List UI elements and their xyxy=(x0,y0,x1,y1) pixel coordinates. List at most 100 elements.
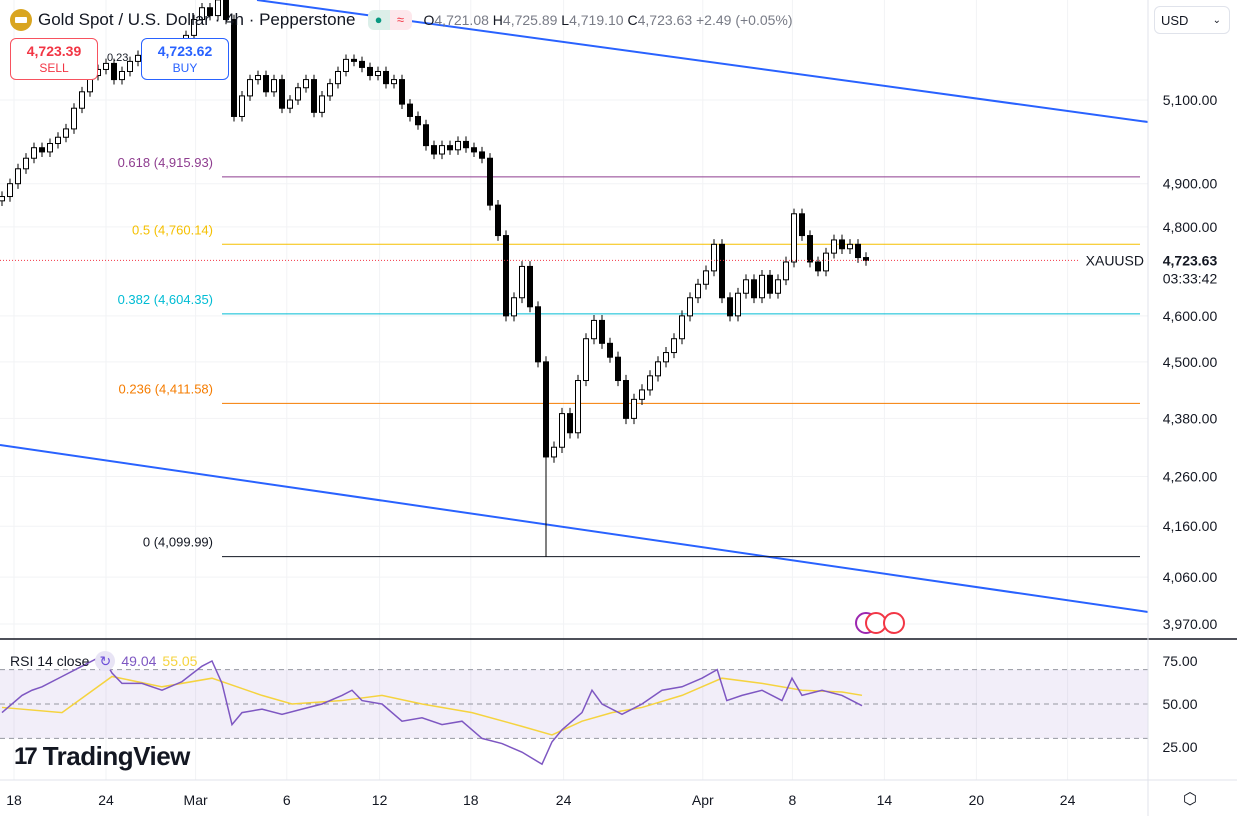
candle-body xyxy=(775,279,781,294)
candle-body xyxy=(295,87,301,101)
price-tick: 4,600.00 xyxy=(1163,308,1218,324)
rsi-tick: 25.00 xyxy=(1162,739,1197,755)
candle-body xyxy=(671,338,677,354)
symbol-title[interactable]: Gold Spot / U.S. Dollar · 4h · Peppersto… xyxy=(38,10,356,29)
candle-body xyxy=(719,243,725,299)
candle-body xyxy=(863,257,869,261)
candle-body xyxy=(207,7,213,17)
candle-body xyxy=(759,274,765,299)
candle-body xyxy=(527,265,533,308)
candle-body xyxy=(687,297,693,317)
candle-body xyxy=(431,145,437,155)
candle-body xyxy=(343,58,349,72)
price-tick: 4,260.00 xyxy=(1163,469,1218,485)
candle-body xyxy=(239,95,245,117)
currency-select[interactable]: USD ⌄ xyxy=(1154,6,1230,34)
fib-label-0.618: 0.618 (4,915.93) xyxy=(118,155,213,170)
refresh-icon[interactable]: ↻ xyxy=(95,651,116,671)
price-tick: 4,160.00 xyxy=(1163,518,1218,534)
price-tick: 4,060.00 xyxy=(1163,569,1218,585)
candle-body xyxy=(823,252,829,272)
candle-body xyxy=(495,204,501,237)
fib-label-0.5: 0.5 (4,760.14) xyxy=(132,222,213,237)
candle-body xyxy=(487,157,493,206)
candle-body xyxy=(407,103,413,117)
candle-body xyxy=(111,62,117,81)
candle-body xyxy=(319,95,325,113)
candle-body xyxy=(743,279,749,294)
settings-icon[interactable]: ⬡ xyxy=(1183,791,1197,808)
candle-body xyxy=(103,62,109,70)
candle-body xyxy=(599,319,605,344)
time-tick: 6 xyxy=(283,792,291,808)
tradingview-logo[interactable]: 17 TradingView xyxy=(14,741,190,771)
fib-label-0: 0 (4,099.99) xyxy=(143,535,213,550)
candle-body xyxy=(535,306,541,363)
buy-button[interactable]: 4,723.62 BUY xyxy=(141,38,229,80)
candle-body xyxy=(551,446,557,458)
time-tick: 18 xyxy=(6,792,22,808)
tradingview-mark-icon: 17 xyxy=(14,742,38,770)
candle-body xyxy=(15,168,21,185)
time-tick: Apr xyxy=(692,792,714,808)
candle-body xyxy=(807,235,813,263)
candle-body xyxy=(463,140,469,149)
candle-body xyxy=(39,147,45,153)
candle-body xyxy=(695,283,701,299)
rsi-ma-line xyxy=(1,675,863,736)
candle-body xyxy=(399,79,405,105)
time-tick: 20 xyxy=(969,792,985,808)
rsi-tick: 50.00 xyxy=(1162,696,1197,712)
rsi-legend: RSI 14 close ↻ 49.04 55.05 xyxy=(10,651,198,671)
candle-body xyxy=(791,213,797,263)
us-flag-event-icon xyxy=(883,612,905,634)
time-tick: 24 xyxy=(98,792,114,808)
candle-body xyxy=(511,297,517,317)
candle-body xyxy=(631,398,637,419)
candle-body xyxy=(127,60,133,72)
candle-body xyxy=(623,380,629,419)
candle-body xyxy=(303,79,309,89)
candle-body xyxy=(679,315,685,340)
candle-body xyxy=(855,243,861,259)
candle-body xyxy=(71,107,77,130)
candle-body xyxy=(191,19,197,36)
change: +2.49 (+0.05%) xyxy=(696,12,793,28)
candle-body xyxy=(471,147,477,153)
time-tick: 14 xyxy=(877,792,893,808)
candle-body xyxy=(727,297,733,317)
wave-icon[interactable]: ≈ xyxy=(389,10,412,30)
candle-body xyxy=(575,380,581,434)
candle-body xyxy=(287,99,293,109)
candle-body xyxy=(47,143,53,153)
candle-body xyxy=(415,115,421,126)
candle-body xyxy=(79,91,85,109)
time-tick: 24 xyxy=(556,792,572,808)
candle-body xyxy=(255,75,261,81)
price-tick: 4,380.00 xyxy=(1163,410,1218,426)
current-price-label: 4,723.63 xyxy=(1163,252,1218,268)
time-tick: 24 xyxy=(1060,792,1076,808)
symbol-header: Gold Spot / U.S. Dollar · 4h · Peppersto… xyxy=(10,9,793,31)
candle-body xyxy=(439,145,445,155)
price-tick: 3,970.00 xyxy=(1163,616,1218,632)
sell-button[interactable]: 4,723.39 SELL xyxy=(10,38,98,80)
ohlc-values: O4,721.08 H4,725.89 L4,719.10 C4,723.63 … xyxy=(423,12,793,28)
candle-body xyxy=(711,243,717,272)
bar-countdown: 03:33:42 xyxy=(1163,270,1218,286)
candle-body xyxy=(367,66,373,77)
candle-body xyxy=(559,413,565,448)
candle-body xyxy=(0,196,5,202)
candle-body xyxy=(383,70,389,85)
candle-body xyxy=(231,19,237,117)
green-dot-icon[interactable]: ● xyxy=(367,10,390,30)
candle-body xyxy=(783,261,789,281)
candle-body xyxy=(735,292,741,317)
price-tick: 4,800.00 xyxy=(1163,219,1218,235)
status-pills: ● ≈ xyxy=(367,10,412,30)
candle-body xyxy=(351,58,357,62)
candle-body xyxy=(311,79,317,113)
candle-body xyxy=(7,183,13,198)
